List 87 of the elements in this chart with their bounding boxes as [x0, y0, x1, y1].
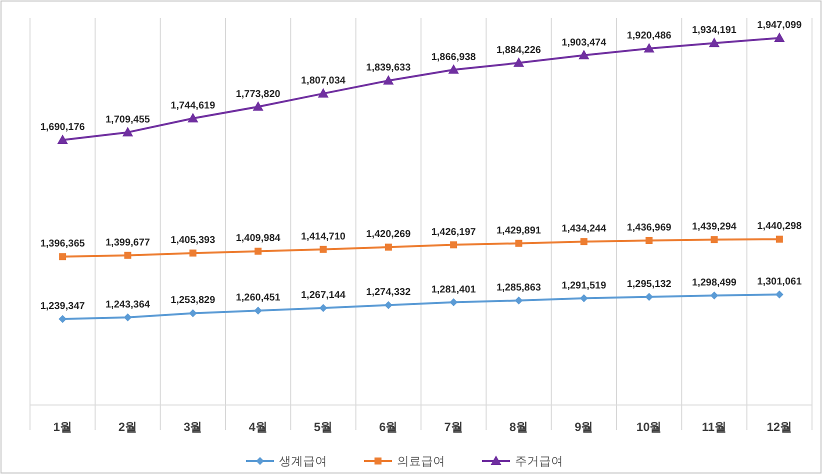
- point: [450, 298, 458, 306]
- data-label: 1,807,034: [301, 76, 346, 87]
- point: [58, 315, 67, 323]
- x-tick-label: 1월: [53, 420, 72, 434]
- data-label: 1,285,863: [496, 282, 542, 294]
- point: [578, 50, 589, 60]
- data-label: 1,866,938: [431, 52, 476, 63]
- point: [774, 32, 784, 42]
- data-label: 1,744,619: [170, 100, 216, 112]
- point: [450, 241, 458, 248]
- point: [384, 244, 392, 251]
- x-tick-label: 5월: [314, 420, 333, 434]
- point: [254, 248, 262, 255]
- data-label: 1,291,519: [562, 280, 607, 292]
- data-label: 1,260,451: [236, 292, 281, 304]
- legend-label: 생계급여: [279, 454, 327, 468]
- data-label: 1,399,677: [106, 237, 150, 248]
- point: [776, 236, 783, 243]
- point: [320, 246, 327, 253]
- data-label: 1,690,176: [40, 122, 86, 133]
- point: [775, 290, 784, 298]
- data-label: 1,298,499: [692, 278, 737, 289]
- data-label: 1,439,294: [692, 222, 737, 233]
- data-label: 1,920,486: [626, 30, 672, 42]
- data-label: 1,420,269: [366, 229, 412, 240]
- legend-label: 의료급여: [397, 454, 445, 468]
- point: [319, 304, 328, 312]
- x-tick-label: 9월: [574, 420, 594, 434]
- point: [580, 238, 588, 246]
- data-label: 1,839,633: [366, 62, 412, 74]
- data-label: 1,429,891: [496, 225, 542, 236]
- x-tick-label: 8월: [509, 420, 528, 434]
- point: [59, 253, 66, 260]
- point: [188, 113, 198, 122]
- point: [122, 127, 133, 136]
- point: [58, 134, 68, 144]
- x-tick-label: 7월: [444, 420, 463, 434]
- data-label: 1,253,829: [170, 295, 216, 306]
- x-tick-label: 10월: [636, 420, 662, 434]
- data-label: 1,440,298: [757, 221, 802, 232]
- data-label: 1,239,347: [40, 301, 86, 312]
- data-label: 1,414,710: [301, 231, 346, 242]
- point: [318, 88, 328, 98]
- point: [646, 237, 653, 244]
- point: [514, 58, 524, 67]
- point: [253, 102, 264, 111]
- point: [514, 296, 523, 305]
- data-label: 1,267,144: [301, 290, 346, 301]
- data-label: 1,903,474: [562, 37, 607, 48]
- data-label: 1,396,365: [40, 238, 86, 250]
- data-label: 1,301,061: [757, 276, 802, 288]
- data-label: 1,947,099: [757, 20, 802, 31]
- data-label: 1,426,197: [431, 226, 476, 238]
- data-label: 1,709,455: [106, 114, 150, 126]
- data-label: 1,409,984: [236, 233, 281, 244]
- data-label: 1,405,393: [170, 235, 216, 246]
- data-label: 1,773,820: [236, 88, 281, 100]
- point: [515, 240, 522, 247]
- x-tick-label: 11월: [702, 420, 727, 434]
- point: [710, 292, 718, 300]
- point: [254, 306, 262, 315]
- point: [384, 301, 392, 310]
- point: [644, 44, 654, 53]
- point: [645, 292, 654, 301]
- data-label: 1,934,191: [692, 25, 737, 36]
- point: [189, 250, 196, 257]
- point: [124, 313, 132, 322]
- point: [188, 309, 197, 318]
- point: [383, 76, 394, 85]
- data-label: 1,884,226: [496, 44, 542, 56]
- x-tick-label: 3월: [184, 420, 202, 434]
- x-tick-label: 2월: [118, 420, 138, 434]
- point: [580, 294, 588, 302]
- point: [709, 38, 720, 48]
- data-label: 1,295,132: [626, 278, 672, 290]
- point: [710, 236, 718, 244]
- data-label: 1,436,969: [626, 222, 672, 234]
- data-label: 1,243,364: [106, 299, 150, 310]
- point: [448, 64, 459, 74]
- x-tick-label: 4월: [248, 420, 268, 434]
- data-label: 1,281,401: [431, 284, 476, 296]
- data-label: 1,274,332: [366, 287, 412, 298]
- x-tick-label: 12월: [766, 420, 792, 434]
- data-label: 1,434,244: [562, 224, 607, 235]
- point: [124, 252, 132, 259]
- x-tick-label: 6월: [379, 420, 398, 434]
- legend-label: 주거급여: [515, 454, 563, 468]
